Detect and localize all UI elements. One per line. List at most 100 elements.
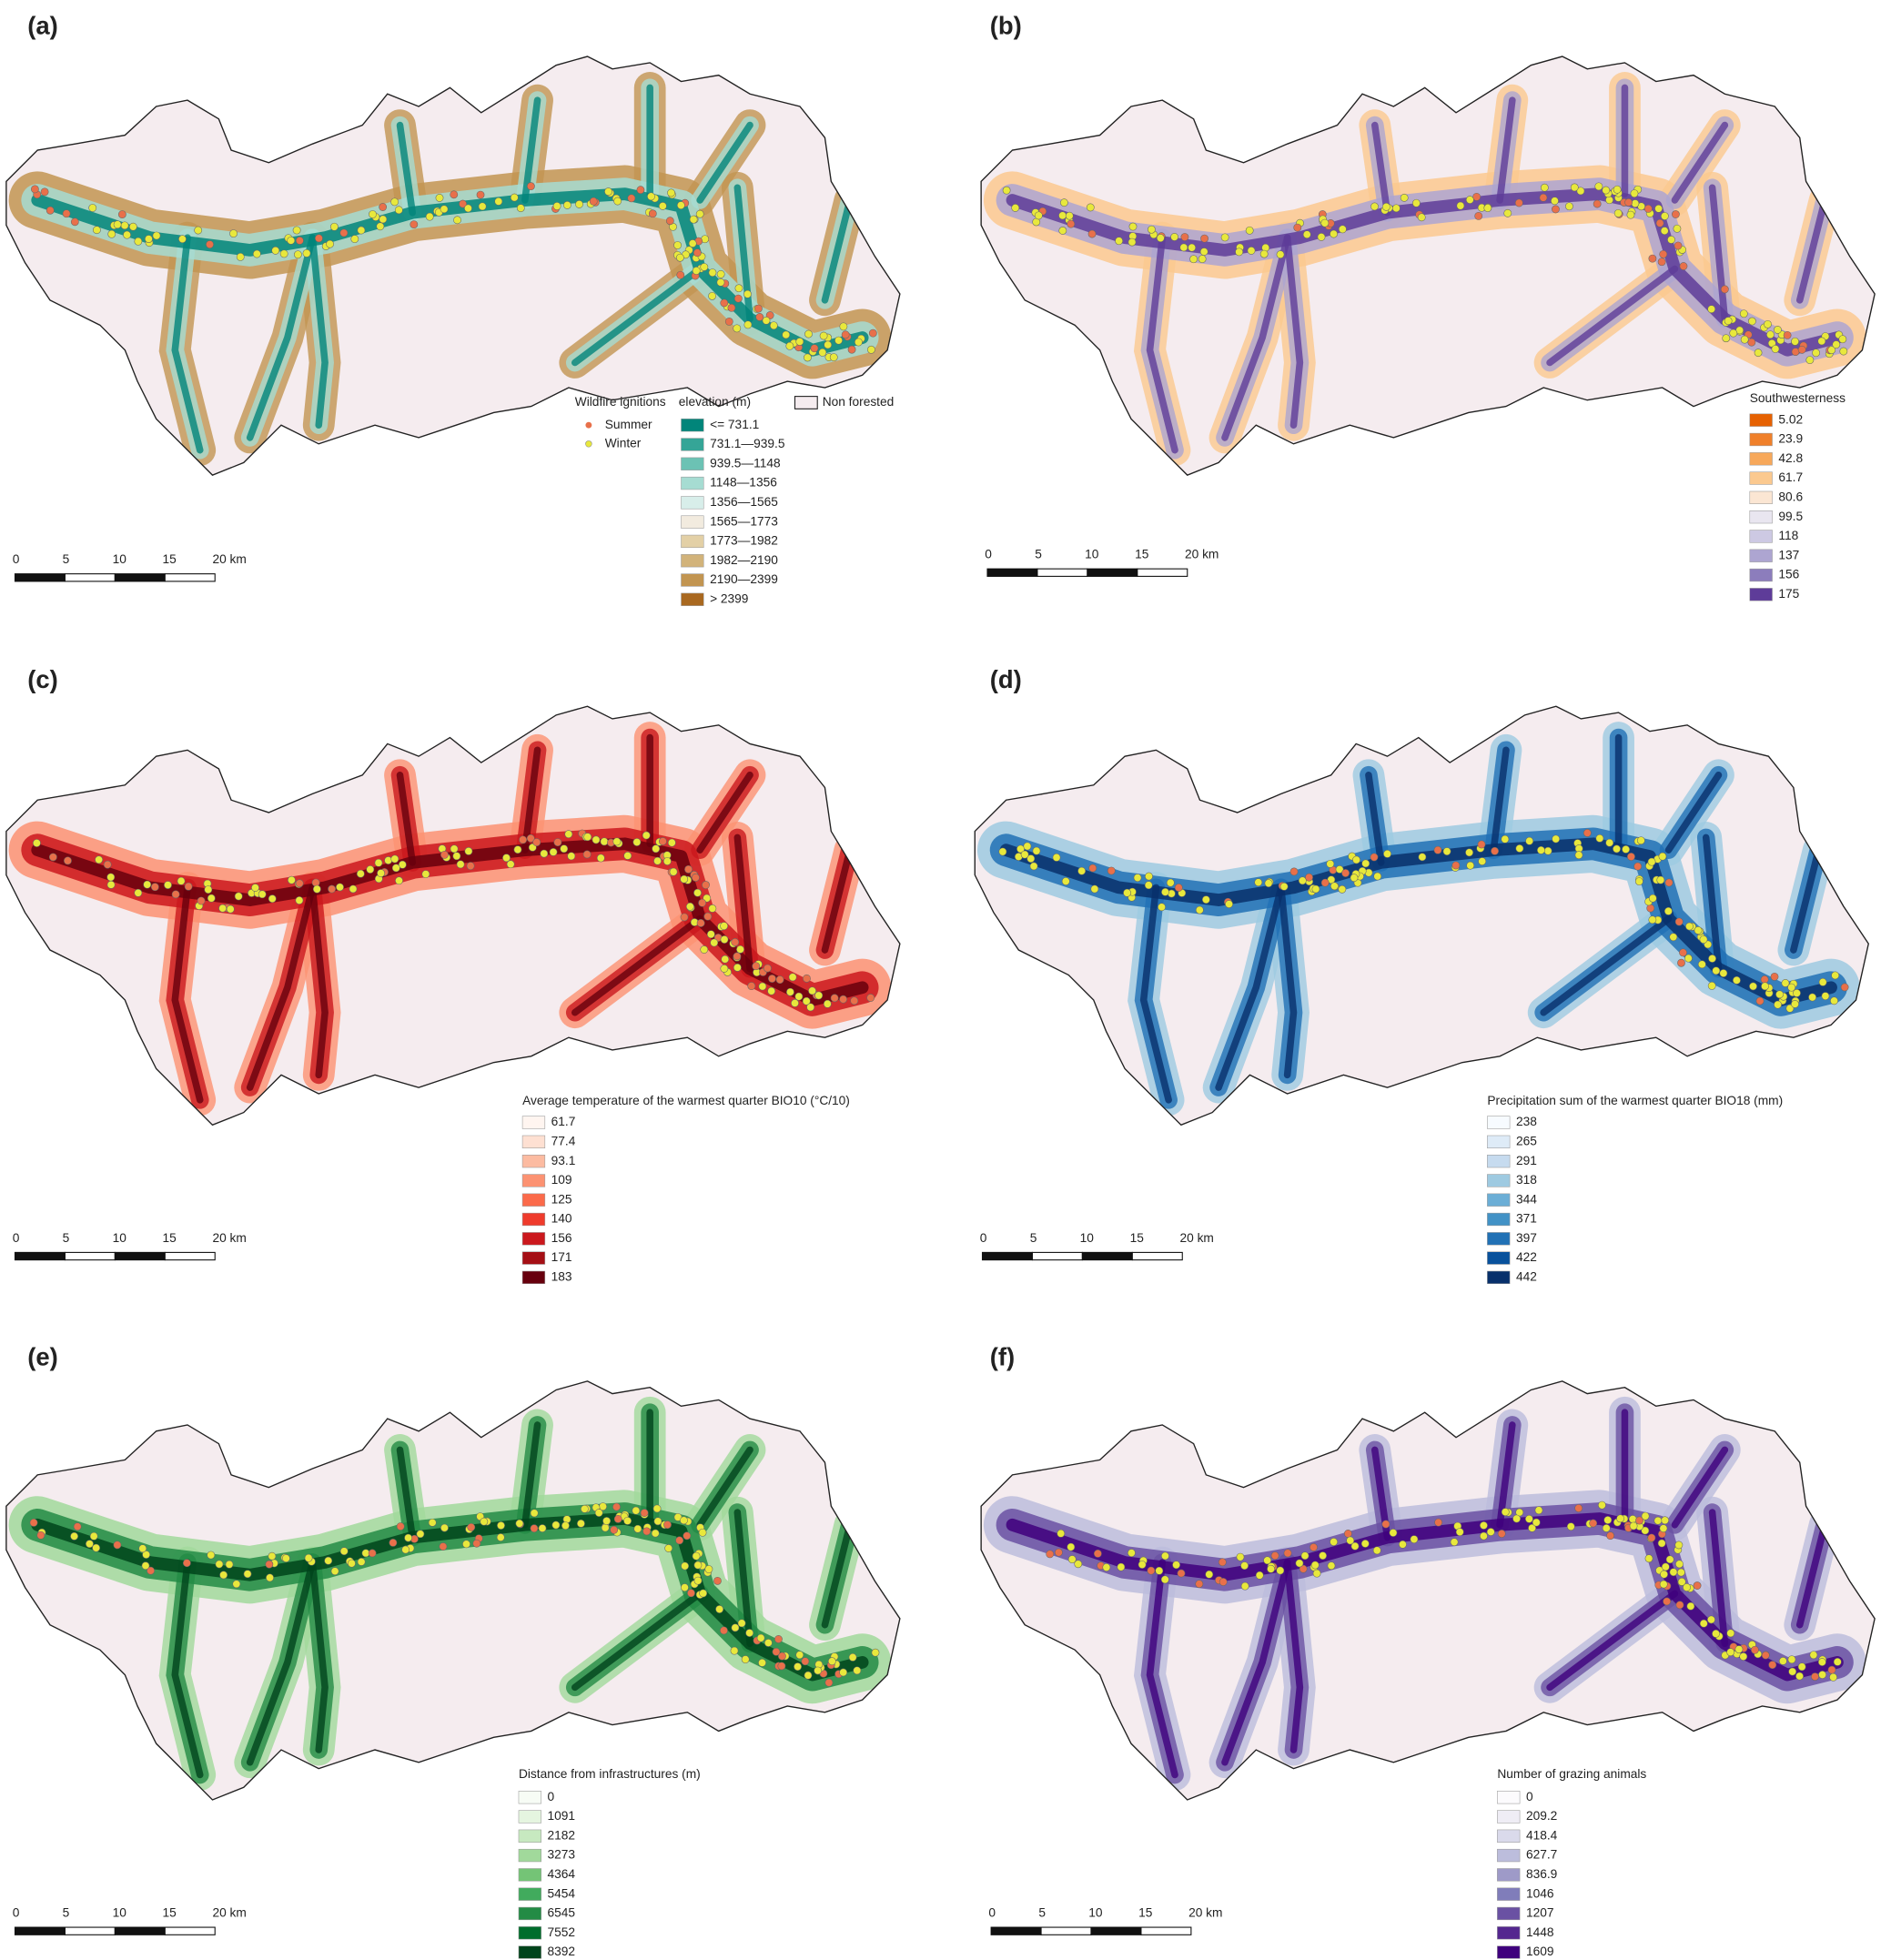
- ignition-point: [1172, 1561, 1180, 1570]
- map: [5, 56, 901, 476]
- ignition-point: [1179, 243, 1188, 252]
- ignition-point: [1267, 1564, 1275, 1573]
- ignition-point: [1501, 834, 1510, 844]
- ignition-point: [778, 1652, 786, 1661]
- ignition-point: [795, 338, 804, 346]
- ignition-point: [1674, 917, 1684, 926]
- ignition-point: [1147, 1566, 1156, 1575]
- ignition-point: [1360, 1540, 1370, 1548]
- legend-swatch: [521, 1135, 546, 1148]
- legend-label: 1356—1565: [710, 495, 778, 509]
- ignition-point: [604, 187, 612, 196]
- ignition-point: [1734, 1645, 1744, 1653]
- ignition-point: [1434, 1518, 1443, 1527]
- map: [980, 1380, 1876, 1801]
- ignition-point: [1218, 1558, 1227, 1567]
- ignition-point: [234, 892, 243, 901]
- ignition-point: [1722, 334, 1731, 343]
- ignition-point: [1088, 864, 1097, 873]
- ignition-point: [675, 253, 684, 262]
- ignition-point: [549, 848, 558, 856]
- side-valley: [1215, 884, 1285, 1091]
- raster: [8, 1396, 892, 1791]
- ignition-point: [1726, 1648, 1735, 1657]
- ignition-point: [1456, 201, 1465, 210]
- legend-swatch: [521, 1232, 546, 1246]
- ignition-point: [348, 1559, 356, 1568]
- ignition-point: [453, 216, 461, 225]
- ignition-point: [33, 839, 41, 847]
- side-valley: [171, 234, 204, 454]
- ignition-point: [480, 1517, 489, 1526]
- valley: [999, 837, 1837, 1006]
- ignition-point: [330, 1567, 339, 1576]
- ignition-point: [1472, 192, 1482, 201]
- scale-bar-segment: [164, 1926, 216, 1935]
- ignition-point: [113, 1541, 122, 1550]
- side-valley: [308, 234, 329, 429]
- side-valley: [1139, 884, 1172, 1104]
- ignition-point: [1817, 1658, 1826, 1666]
- side-valley: [1490, 746, 1510, 854]
- ignition-point: [1270, 1551, 1279, 1561]
- map-panel: (f) Number of grazing animals 0 209.2 418.4 6…: [980, 1342, 1876, 1959]
- ignition-point: [1840, 983, 1849, 992]
- ignition-point: [1669, 1568, 1678, 1577]
- ignition-point: [268, 894, 277, 904]
- ignition-point: [1058, 211, 1067, 220]
- scale-bar-label: 20 km: [1188, 1906, 1222, 1920]
- ignition-point: [1170, 233, 1179, 241]
- ignition-point: [1512, 1514, 1521, 1523]
- ignition-point: [1674, 241, 1683, 250]
- ignition-point: [226, 904, 235, 914]
- side-valley: [1540, 914, 1673, 1016]
- ignition-point: [1787, 1655, 1796, 1664]
- ignition-point: [1659, 1580, 1668, 1589]
- ignition-point: [1659, 1524, 1668, 1533]
- ignition-point: [806, 1003, 815, 1012]
- scale-bar-label: 0: [988, 1906, 996, 1920]
- ignition-point: [1644, 1554, 1653, 1563]
- legend-swatch: [521, 1193, 546, 1207]
- ignition-point: [839, 1668, 848, 1677]
- region-fill: [975, 706, 1869, 1126]
- ignition-point: [801, 1657, 810, 1666]
- ignition-point: [368, 1549, 377, 1558]
- ignition-point: [683, 1531, 692, 1541]
- region-fill: [5, 706, 900, 1126]
- ignition-point: [577, 1519, 585, 1528]
- legend-label: 1207: [1526, 1906, 1554, 1920]
- scale-bar-label: 0: [13, 552, 20, 566]
- ignition-point: [1630, 189, 1639, 198]
- ignition-point: [1537, 846, 1545, 854]
- legend-swatch: [681, 438, 704, 451]
- ignition-point: [294, 250, 302, 259]
- ignition-point: [315, 234, 323, 243]
- ignition-point: [31, 185, 39, 194]
- ignition-point: [1330, 1538, 1339, 1546]
- ignition-point: [1023, 842, 1032, 851]
- ignition-point: [747, 982, 756, 991]
- ignition-point: [1319, 1551, 1327, 1561]
- panel-label: (b): [990, 12, 1022, 40]
- ignition-point: [236, 252, 245, 261]
- ignition-point: [1641, 1526, 1650, 1535]
- ignition-point: [1755, 996, 1765, 1005]
- ignition-point: [456, 860, 465, 869]
- ignition-point: [258, 890, 267, 899]
- ignition-point: [1707, 981, 1716, 990]
- ignition-point: [1065, 211, 1074, 220]
- side-valley: [396, 771, 417, 866]
- ignition-point: [1768, 1661, 1777, 1670]
- legend-title: Average temperature of the warmest quart…: [522, 1094, 850, 1107]
- ignition-point: [1145, 872, 1153, 881]
- ignition-point: [225, 1560, 234, 1569]
- ignition-point: [147, 1566, 155, 1575]
- ignition-point: [1733, 975, 1741, 985]
- ignition-point: [229, 229, 238, 238]
- ignition-point: [404, 1533, 413, 1542]
- ignition-point: [720, 922, 729, 931]
- ignition-point: [1381, 1520, 1391, 1529]
- legend-swatch: [1487, 1116, 1511, 1129]
- ignition-point: [713, 1576, 722, 1585]
